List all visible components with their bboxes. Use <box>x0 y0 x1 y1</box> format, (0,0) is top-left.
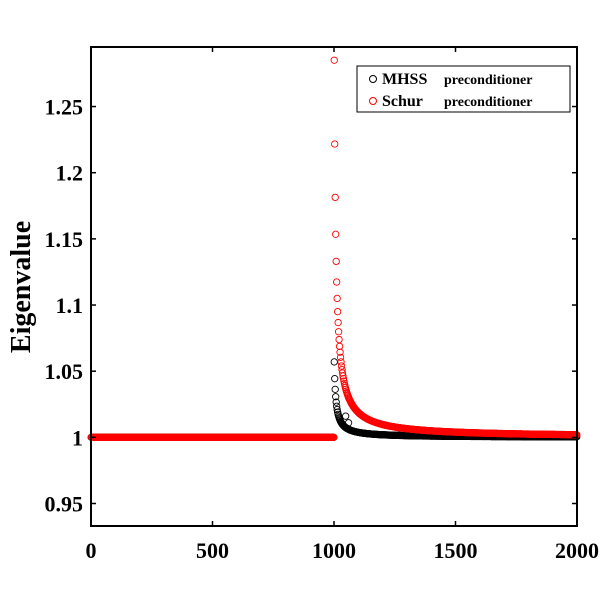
schur-point <box>332 230 340 238</box>
x-tick-label: 2000 <box>555 538 599 563</box>
y-tick-label: 1.15 <box>45 227 84 252</box>
y-tick-label: 0.95 <box>45 492 84 517</box>
y-tick-label: 1.05 <box>45 359 84 384</box>
y-axis-title: Eigenvalue <box>6 221 37 353</box>
schur-point <box>332 257 340 266</box>
mhss-point <box>331 385 339 393</box>
mhss-point <box>333 405 341 414</box>
schur-point <box>333 307 342 316</box>
legend-label-schur: Schur preconditioner <box>382 93 532 110</box>
mhss-point <box>344 419 353 427</box>
schur-point <box>337 358 345 366</box>
schur-point <box>330 56 338 64</box>
x-tick-label: 1000 <box>312 538 356 563</box>
schur-point <box>336 353 345 361</box>
y-tick-label: 1 <box>72 425 83 450</box>
ticks-layer: 0 500 1000 1500 2000 0.95 1 1.05 1.1 1.15 1.2 1.25 <box>45 47 599 563</box>
x-tick-label: 1500 <box>434 538 478 563</box>
schur-point <box>338 369 347 377</box>
schur-point <box>339 372 347 380</box>
mhss-point <box>332 398 340 406</box>
mhss-point <box>342 412 350 420</box>
y-tick-label: 1.25 <box>45 95 84 120</box>
schur-point <box>334 328 343 336</box>
schur-point <box>330 433 338 441</box>
schur-point <box>331 193 339 202</box>
schur-point <box>333 294 341 303</box>
legend: MHSS preconditioner Schur preconditioner <box>356 65 571 113</box>
schur-point <box>333 278 341 286</box>
schur-point <box>339 375 348 383</box>
mhss-point <box>331 375 339 383</box>
points-layer <box>87 56 581 441</box>
schur-point <box>331 140 339 148</box>
y-tick-label: 1.1 <box>56 293 84 318</box>
legend-marker-schur <box>369 97 377 105</box>
schur-point <box>335 342 344 350</box>
y-tick-label: 1.2 <box>56 161 84 186</box>
x-tick-label: 0 <box>86 538 97 563</box>
x-tick-label: 500 <box>196 538 229 563</box>
mhss-point <box>332 393 340 401</box>
legend-box <box>356 65 571 113</box>
schur-point <box>334 318 342 327</box>
schur-point <box>337 362 346 370</box>
schur-point <box>336 348 344 356</box>
legend-marker-mhss <box>369 75 377 83</box>
legend-label-mhss: MHSS preconditioner <box>382 71 532 88</box>
